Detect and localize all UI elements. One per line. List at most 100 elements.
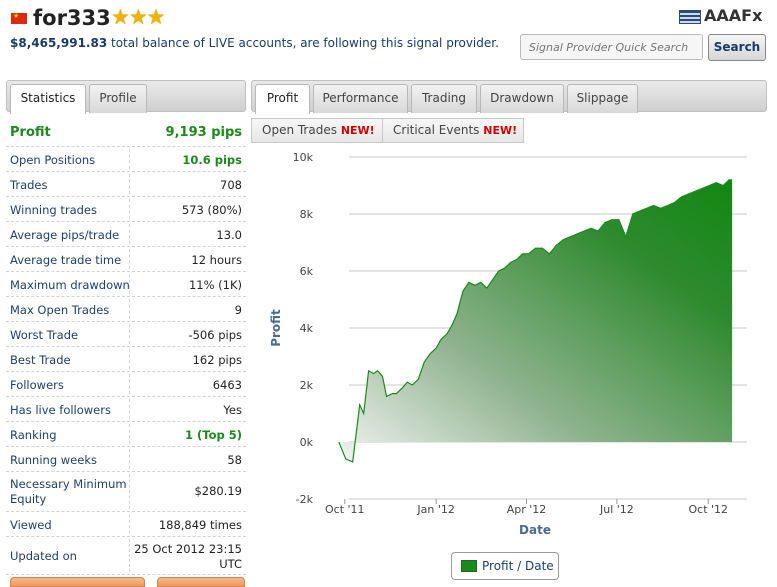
tab-drawdown[interactable]: Drawdown [480,84,564,113]
stat-label: Winning trades [10,203,97,217]
stat-row: Ranking 1 (Top 5) [6,422,246,447]
stat-value: 1 (Top 5) [185,428,242,442]
rating-stars-icon: ★★★ [111,5,165,29]
new-badge: NEW! [340,124,375,137]
stat-label: Profit [10,125,51,140]
right-tabbar: Profit Performance Trading Drawdown Slip… [251,80,767,114]
stat-label: Worst Trade [10,328,79,342]
stat-label: Max Open Trades [10,303,110,317]
stat-value: 573 (80%) [181,203,242,217]
stat-value-line: UTC [219,557,242,571]
subtab-label: Open Trades [262,123,337,137]
stat-row: Best Trade 162 pips [6,347,246,372]
y-tick-label: 0k [300,436,314,449]
follow-button[interactable] [10,577,145,587]
stat-row: Trades 708 [6,172,246,197]
profit-area [338,179,733,462]
stat-label: Running weeks [10,453,97,467]
logo-text: AAAFx [704,6,763,25]
tab-trading[interactable]: Trading [411,84,477,113]
stat-row: Updated on 25 Oct 2012 23:15 UTC [6,537,246,575]
stat-label: Trades [10,178,48,192]
chart-legend[interactable]: Profit / Date [451,552,559,580]
stat-value: 9 [234,303,242,317]
y-tick-label: 8k [300,208,314,221]
y-tick-label: -2k [296,493,314,506]
stat-row: Running weeks 58 [6,447,246,472]
stat-row: Necessary Minimum Equity $280.19 [6,472,246,512]
stat-value: 162 pips [192,353,242,367]
provider-name: for333 [33,6,111,30]
stat-row: Viewed 188,849 times [6,512,246,537]
stat-value: 708 [220,178,242,192]
search-button[interactable]: Search [708,34,766,61]
subtab-open-trades[interactable]: Open Trades NEW! [251,118,383,143]
page-header: ★ for333 ★★★ $8,465,991.83 total balance… [0,0,777,70]
stat-label: Necessary Minimum Equity [10,477,127,507]
stat-value: 6463 [212,378,242,392]
x-tick-label: Oct '11 [325,503,365,516]
ranking-suffix: (Top 5) [193,428,242,442]
stat-label-line: Necessary Minimum [10,477,127,491]
stat-label: Followers [10,378,64,392]
stat-value: Yes [223,403,242,417]
subtab-label: Critical Events [393,123,480,137]
stat-value: 11% (1K) [188,278,242,292]
statistics-table: Profit 9,193 pips Open Positions 10.6 pi… [6,119,246,575]
x-axis-label: Date [519,523,551,537]
stat-label: Open Positions [10,153,96,167]
new-badge: NEW! [483,124,518,137]
legend-swatch [461,560,477,572]
secondary-action-button[interactable] [157,577,245,587]
stat-row: Average pips/trade 13.0 [6,222,246,247]
stat-value: -506 pips [188,328,242,342]
subtab-critical-events[interactable]: Critical Events NEW! [382,118,524,143]
balance-summary: $8,465,991.83 total balance of LIVE acco… [10,36,499,50]
stat-row: Average trade time 12 hours [6,247,246,272]
tab-performance[interactable]: Performance [313,84,408,113]
stat-row: Open Positions 10.6 pips [6,147,246,172]
provider-search-input[interactable] [520,34,703,60]
stat-label: Has live followers [10,403,111,417]
stat-value: 13.0 [216,228,242,242]
profit-chart: -2k 0k 2k 4k 6k 8k 10k Oct '11 Jan '12 Apr '12 Ju… [269,151,747,537]
profit-line [338,179,733,463]
stat-label: Updated on [10,549,77,563]
x-tick-label: Jul '12 [599,503,634,516]
stat-value: 188,849 times [158,518,242,532]
stat-value: 9,193 pips [165,125,242,140]
stat-row: Has live followers Yes [6,397,246,422]
x-tick-label: Apr '12 [507,503,547,516]
x-axis-ticks: Oct '11 Jan '12 Apr '12 Jul '12 Oct '12 [325,499,728,516]
balance-amount: $8,465,991.83 [10,36,108,50]
tab-profit[interactable]: Profit [255,84,310,114]
y-tick-label: 6k [300,265,314,278]
logo-icon [679,10,701,24]
x-tick-label: Oct '12 [688,503,728,516]
stat-row: Followers 6463 [6,372,246,397]
stat-row: Max Open Trades 9 [6,297,246,322]
stat-value: 12 hours [191,253,242,267]
stat-label: Average pips/trade [10,228,120,242]
stat-value: 25 Oct 2012 23:15 UTC [134,542,242,572]
tab-statistics[interactable]: Statistics [10,84,86,114]
stat-label: Best Trade [10,353,71,367]
brand-logo[interactable]: AAAFx [679,6,769,26]
tab-profile[interactable]: Profile [89,84,147,113]
stat-value: 58 [227,453,242,467]
stat-label-line: Equity [10,492,47,506]
y-tick-label: 2k [300,379,314,392]
stat-row: Maximum drawdown 11% (1K) [6,272,246,297]
left-tabbar: Statistics Profile [6,80,246,114]
y-tick-label: 10k [293,151,314,164]
china-flag-icon: ★ [11,12,27,24]
tab-slippage[interactable]: Slippage [567,84,638,113]
stat-value-line: 25 Oct 2012 23:15 [134,542,242,556]
stat-row: Worst Trade -506 pips [6,322,246,347]
stat-label: Ranking [10,428,57,442]
stat-value: 10.6 pips [182,153,242,167]
stat-label: Average trade time [10,253,122,267]
x-tick-label: Jan '12 [416,503,454,516]
y-axis-ticks: -2k 0k 2k 4k 6k 8k 10k [293,151,314,506]
stat-value: $280.19 [194,484,242,498]
